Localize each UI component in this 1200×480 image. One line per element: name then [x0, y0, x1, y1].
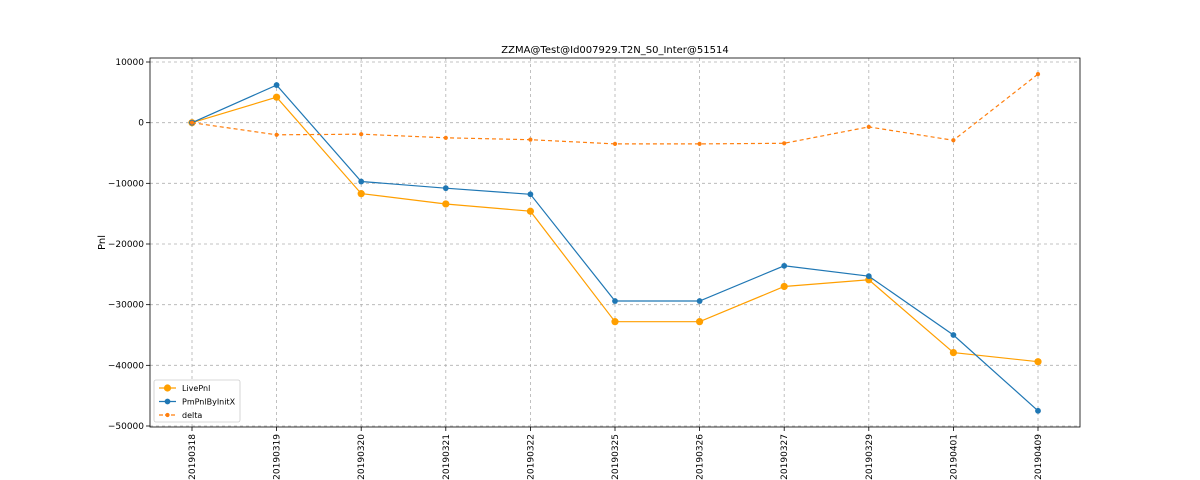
- data-point: [782, 141, 787, 146]
- y-tick-label: −10000: [108, 179, 144, 189]
- data-point: [442, 185, 449, 192]
- data-point: [358, 178, 365, 185]
- series-delta: [189, 72, 1041, 146]
- legend-marker-LivePnl: [163, 384, 172, 392]
- data-point: [866, 124, 871, 130]
- data-point: [189, 120, 195, 125]
- data-point: [526, 207, 535, 215]
- y-tick-label: −30000: [108, 301, 144, 311]
- data-point: [950, 332, 957, 338]
- x-tick-label: 20190326: [696, 434, 706, 480]
- data-point: [612, 298, 618, 304]
- x-tick-label: 20190401: [949, 434, 959, 480]
- data-point: [527, 191, 534, 198]
- x-tick-label: 20190320: [357, 434, 367, 480]
- x-tick-label: 20190325: [611, 434, 621, 480]
- y-axis-label: Pnl: [97, 235, 108, 250]
- data-point: [1034, 358, 1042, 366]
- data-point: [274, 132, 279, 137]
- legend: LivePnl PmPnlByInitX delta: [153, 379, 241, 423]
- chart-title: ZZMA@Test@Id007929.T2N_S0_Inter@51514: [501, 45, 728, 56]
- y-tick-label: 0: [138, 119, 144, 129]
- data-point: [357, 190, 365, 198]
- data-point: [612, 141, 618, 146]
- x-tick-label: 20190327: [780, 434, 790, 480]
- legend-label-delta: delta: [182, 411, 202, 420]
- data-point: [359, 132, 364, 137]
- data-point: [1035, 72, 1041, 77]
- legend-marker-delta: [165, 412, 170, 418]
- x-tick-label: 20190329: [865, 434, 875, 480]
- legend-box: [153, 379, 241, 423]
- data-point: [780, 282, 788, 291]
- series-LivePnl: [188, 93, 1042, 366]
- data-point: [273, 93, 281, 101]
- y-tick-label: −50000: [108, 422, 144, 432]
- data-point: [865, 273, 872, 280]
- data-point: [951, 138, 956, 143]
- x-tick-label: 20190318: [188, 434, 198, 480]
- data-point: [697, 141, 702, 146]
- axis-ticks: 10000 0 −10000 −20000 −30000 −40000 −50000 2019…: [108, 58, 1044, 480]
- data-point: [781, 262, 788, 269]
- y-tick-label: 10000: [115, 58, 144, 68]
- series-layer: [188, 72, 1042, 414]
- data-point: [696, 318, 704, 326]
- data-point: [443, 135, 448, 140]
- y-tick-label: −20000: [108, 240, 144, 250]
- data-point: [273, 82, 280, 88]
- x-tick-label: 20190322: [526, 434, 536, 480]
- y-tick-label: −40000: [108, 361, 144, 371]
- x-tick-label: 20190321: [442, 434, 452, 480]
- grid-layer: [150, 58, 1080, 427]
- x-tick-label: 20190409: [1034, 434, 1044, 480]
- data-point: [1035, 407, 1041, 414]
- legend-marker-PmPnlByInitX: [164, 398, 171, 405]
- data-point: [949, 348, 958, 357]
- legend-label-LivePnl: LivePnl: [182, 384, 210, 393]
- data-point: [696, 298, 703, 304]
- data-point: [611, 318, 619, 326]
- legend-label-PmPnlByInitX: PmPnlByInitX: [182, 398, 236, 407]
- x-tick-label: 20190319: [273, 434, 283, 480]
- data-point: [528, 137, 533, 142]
- data-point: [442, 200, 450, 208]
- series-line: [191, 73, 1039, 145]
